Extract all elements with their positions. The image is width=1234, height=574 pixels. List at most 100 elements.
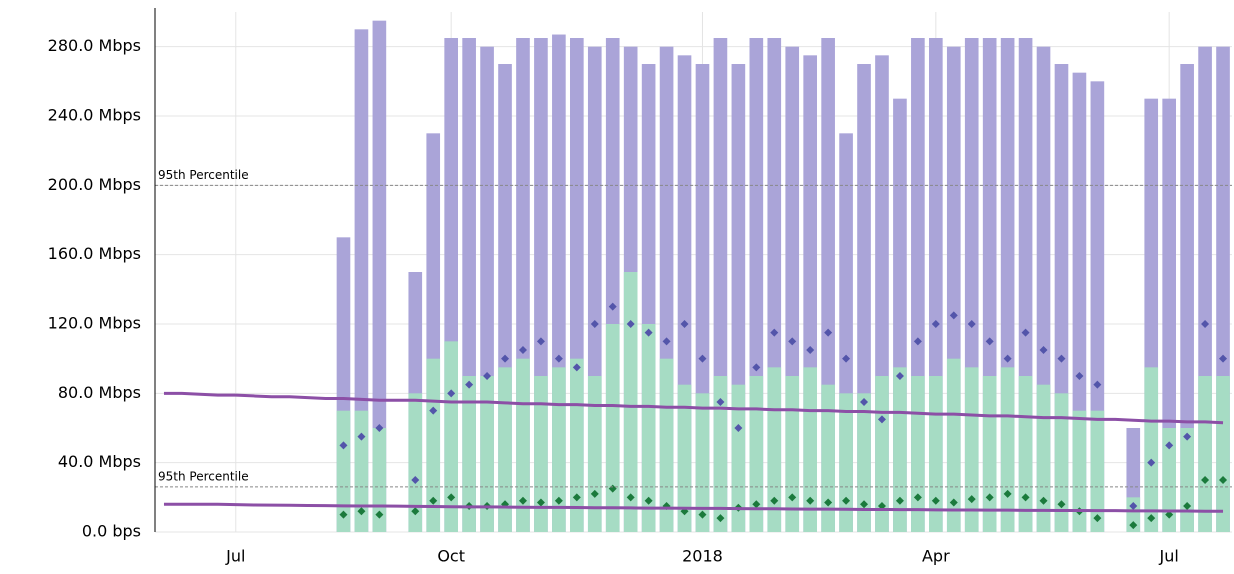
x-tick-label: Jul xyxy=(1159,547,1179,566)
diamond-point xyxy=(662,337,671,346)
bar xyxy=(570,358,584,532)
diamond-point xyxy=(608,302,617,311)
bar xyxy=(552,367,566,532)
diamond-point xyxy=(411,476,420,484)
diamond-point xyxy=(752,363,761,372)
bar xyxy=(498,367,512,532)
bar xyxy=(964,367,979,532)
diamond-point xyxy=(644,328,653,337)
diamond-point xyxy=(375,424,384,432)
bar xyxy=(1090,410,1105,532)
diamond-point xyxy=(716,514,725,523)
diamond-point xyxy=(411,507,420,516)
diamond-point xyxy=(429,406,438,415)
diamond-point xyxy=(572,493,581,502)
diamond-point xyxy=(1093,380,1102,389)
diamond-point xyxy=(698,354,707,363)
diamond-point xyxy=(1201,320,1210,328)
diamond-point xyxy=(1057,500,1066,509)
bar xyxy=(480,376,494,532)
bar xyxy=(803,367,817,532)
bar xyxy=(641,324,656,532)
x-tick-label: Jul xyxy=(225,547,245,566)
diamond-point xyxy=(1147,514,1156,523)
bar xyxy=(1180,64,1194,532)
bar xyxy=(408,393,423,532)
diamond-point xyxy=(518,496,527,505)
bar xyxy=(677,384,692,532)
diamond-point xyxy=(860,500,869,509)
diamond-point xyxy=(447,493,456,502)
x-tick-label: Apr xyxy=(922,547,950,566)
diamond-point xyxy=(626,493,635,502)
diamond-point xyxy=(824,498,833,507)
diamond-point xyxy=(842,496,851,505)
diamond-point xyxy=(788,493,797,502)
diamond-point xyxy=(626,320,635,328)
bar xyxy=(605,324,620,532)
diamond-point xyxy=(1039,346,1048,354)
bar xyxy=(1036,384,1051,532)
diamond-point xyxy=(1093,514,1102,523)
bar xyxy=(354,410,369,532)
bar xyxy=(695,393,710,532)
bar xyxy=(1180,428,1194,532)
diamond-point xyxy=(536,498,545,507)
diamond-point xyxy=(1183,432,1192,441)
bar xyxy=(893,367,907,532)
bar xyxy=(516,358,530,532)
diamond-point xyxy=(788,337,797,346)
diamond-point xyxy=(644,496,653,505)
diamond-point xyxy=(967,495,976,504)
bar xyxy=(911,376,925,532)
y-tick-label: 40.0 Mbps xyxy=(58,452,141,471)
diamond-point xyxy=(949,498,958,507)
x-tick-label: 2018 xyxy=(682,547,723,566)
bar xyxy=(713,376,728,532)
bar xyxy=(1018,376,1033,532)
bar xyxy=(857,393,871,532)
diamond-point xyxy=(339,441,348,450)
diamond-point xyxy=(1129,521,1138,530)
diamond-point xyxy=(806,496,815,505)
bar xyxy=(1216,376,1230,532)
bar xyxy=(1162,98,1176,533)
diamond-point xyxy=(1165,510,1174,519)
diamond-point xyxy=(447,389,456,398)
diamond-point xyxy=(483,372,492,380)
bar xyxy=(444,341,458,532)
y-tick-label: 80.0 Mbps xyxy=(58,383,141,402)
diamond-point xyxy=(1003,489,1012,498)
diamond-point xyxy=(1075,372,1084,380)
diamond-point xyxy=(590,320,599,328)
diamond-point xyxy=(824,328,833,337)
bar xyxy=(336,410,351,532)
bar xyxy=(839,393,853,532)
diamond-point xyxy=(895,372,904,380)
diamond-point xyxy=(949,311,958,320)
diamond-point xyxy=(860,398,869,406)
diamond-point xyxy=(770,328,779,337)
bar xyxy=(372,20,387,533)
diamond-point xyxy=(752,500,761,509)
diamond-point xyxy=(501,354,510,363)
diamond-point xyxy=(590,489,599,498)
bar xyxy=(946,358,961,532)
diamond-point xyxy=(680,320,689,328)
diamond-point xyxy=(1147,458,1156,467)
bar xyxy=(1072,410,1087,532)
diamond-point xyxy=(967,320,976,328)
diamond-point xyxy=(1201,476,1210,484)
diamond-point xyxy=(895,496,904,505)
bar xyxy=(731,384,746,532)
y-tick-label: 200.0 Mbps xyxy=(48,175,141,194)
diamond-point xyxy=(1219,476,1228,484)
bar xyxy=(785,376,800,532)
annotation: 95th Percentile xyxy=(158,469,249,483)
bar xyxy=(875,376,889,532)
bar xyxy=(462,376,476,532)
diamond-point xyxy=(985,493,994,502)
diamond-point xyxy=(1057,354,1066,363)
diamond-point xyxy=(1183,502,1192,510)
